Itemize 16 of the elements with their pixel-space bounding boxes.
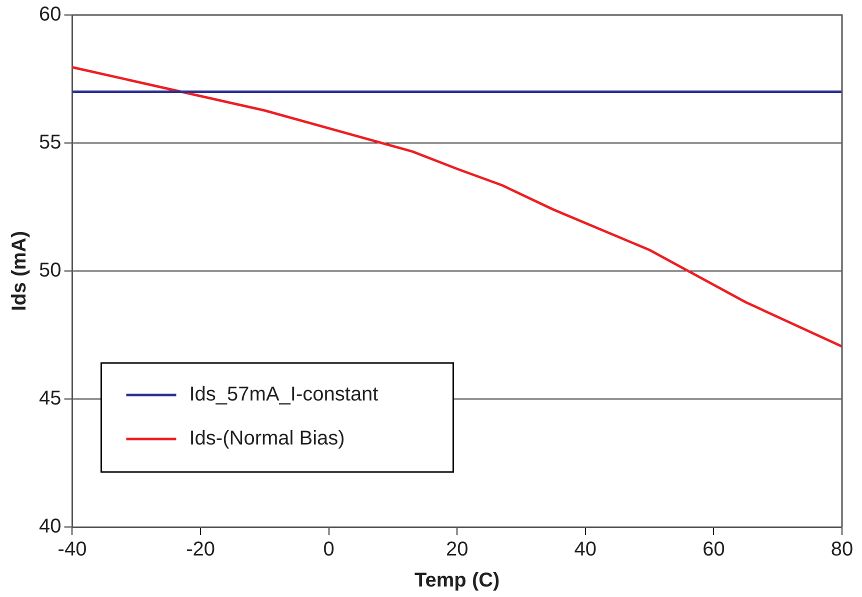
y-tick-label: 50 [38,260,62,282]
legend-label: Ids-(Normal Bias) [189,428,345,450]
x-tick-label: 0 [323,538,334,561]
y-tick-label: 45 [38,388,62,410]
x-tick-label: 60 [702,538,725,561]
legend-label: Ids_57mA_I-constant [189,384,379,406]
y-tick-label: 55 [38,132,62,154]
y-tick-label: 60 [38,4,62,26]
x-tick-label: 80 [830,538,854,561]
x-tick-label: -20 [186,538,215,561]
x-tick-label: 40 [574,538,597,561]
y-axis-title: Ids (mA) [8,231,31,311]
y-tick-label: 40 [38,516,62,538]
x-tick-label: -40 [58,538,87,561]
x-tick-label: 20 [446,538,468,561]
x-axis-title: Temp (C) [414,570,500,592]
